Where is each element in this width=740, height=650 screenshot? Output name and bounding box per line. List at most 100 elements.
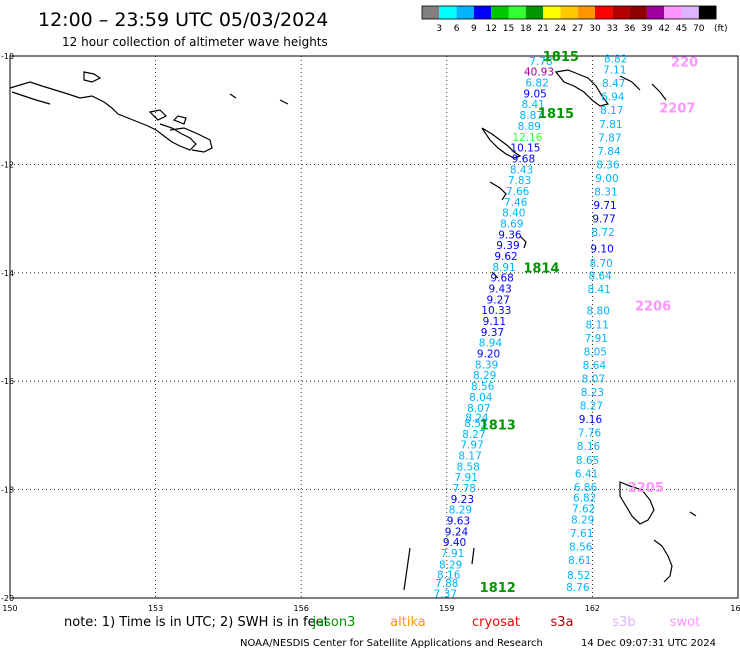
track-label: 2207	[659, 101, 695, 116]
wave-height-value: 8.07	[467, 403, 490, 415]
wave-height-value: 8.27	[462, 429, 485, 441]
lat-tick-label: -20	[1, 594, 14, 603]
legend-swatch	[543, 6, 561, 19]
wave-height-value: 7.62	[572, 504, 595, 516]
track-1815: 1815	[538, 107, 574, 122]
legend-swatch	[560, 6, 578, 19]
wave-height-value: 7.11	[603, 65, 626, 77]
legend-swatch	[473, 6, 492, 19]
wave-height-value: 7.66	[506, 186, 530, 198]
legend-tick-label: 42	[658, 24, 669, 34]
legend-tick-label: 33	[607, 24, 618, 34]
lon-tick-label: 156	[294, 604, 309, 613]
wave-height-value: 8.17	[600, 105, 623, 117]
wave-height-value: 8.65	[576, 455, 599, 467]
wave-height-value: 7.78	[453, 483, 476, 495]
track-label: 2205	[628, 481, 664, 496]
latitude-tick-labels: -10 -12 -14 -16 -18 -20	[1, 52, 14, 603]
wave-height-value: 8.87	[520, 110, 543, 122]
wave-height-value: 8.94	[479, 338, 503, 350]
lat-tick-label: -18	[1, 486, 14, 495]
legend-swatch	[612, 6, 630, 19]
legend-tick-label: 36	[624, 24, 636, 34]
wave-height-value: 8.04	[469, 392, 493, 404]
wave-height-value: 7.87	[598, 132, 621, 144]
legend-swatch	[698, 6, 717, 19]
wave-height-value: 8.61	[568, 555, 591, 567]
wave-height-value: 6.82	[525, 78, 548, 90]
wave-height-value: 7.88	[435, 578, 458, 590]
wave-height-value: 8.24	[465, 413, 489, 425]
wave-height-value: 8.16	[437, 570, 461, 582]
lon-tick-label: 162	[585, 604, 600, 613]
lat-tick-label: -16	[1, 377, 14, 386]
wave-height-value: 9.71	[593, 200, 616, 212]
wave-height-value: 8.91	[492, 262, 515, 274]
legend-swatch	[664, 6, 682, 19]
wave-height-value: 8.07	[582, 373, 605, 385]
wave-height-value: 6.94	[601, 92, 625, 104]
track-2206: 8.078.648.057.918.118.808.418.648.709.10…	[582, 54, 671, 386]
wave-height-value: 8.82	[604, 54, 627, 66]
wave-height-value: 7.46	[504, 197, 528, 209]
wave-height-value: 9.68	[490, 273, 513, 285]
lat-tick-label: -14	[1, 269, 14, 278]
legend-swatch	[577, 6, 595, 19]
satellite-name-s3a: s3a	[550, 615, 573, 630]
wave-height-value: 9.63	[447, 515, 470, 527]
track-2205: 8.768.52 8.618.56 7.61 8.297.626.826.86 6.41…	[566, 387, 664, 594]
color-scale-legend: 3 6 9 12 15 18 21 24 27 30 33 36 39 42 45 70	[421, 5, 717, 34]
wave-height-value: 8.56	[471, 381, 495, 393]
wave-height-value: 7.81	[599, 119, 622, 131]
wave-height-value: 8.17	[458, 450, 481, 462]
wave-height-value: 8.47	[602, 78, 625, 90]
lat-tick-label: -10	[1, 52, 14, 61]
legend-swatch	[646, 6, 665, 19]
legend-swatch	[491, 6, 509, 19]
legend-swatch	[439, 6, 457, 19]
legend-tick-label: 21	[537, 24, 548, 34]
lon-tick-label: 153	[148, 604, 163, 613]
track-1814: 9.629.399.368.698.407.467.667.838.439.68…	[494, 56, 559, 277]
wave-height-value: 12.16	[512, 132, 542, 144]
wave-height-value: 9.62	[494, 251, 517, 263]
wave-height-value: 9.37	[481, 327, 504, 339]
wave-height-value: 6.86	[574, 482, 598, 494]
legend-swatch	[595, 6, 613, 19]
wave-height-value: 8.64	[583, 360, 607, 372]
wave-height-value: 8.43	[510, 164, 533, 176]
wave-height-value: 9.10	[590, 243, 613, 255]
legend-tick-label: 9	[471, 24, 477, 34]
wave-height-value: 40.93	[524, 67, 554, 79]
wave-height-value: 8.70	[589, 258, 612, 270]
wave-height-value: 8.23	[581, 387, 604, 399]
wave-height-value: 7.97	[460, 440, 483, 452]
wave-height-value: 8.27	[580, 401, 603, 413]
wave-height-value: 8.64	[588, 271, 612, 283]
legend-tick-label: 3	[436, 24, 442, 34]
wave-height-value: 9.20	[477, 349, 500, 361]
wave-height-value: 9.11	[483, 316, 506, 328]
wave-height-value: 9.27	[487, 294, 510, 306]
track-220: 220	[671, 55, 698, 70]
track-label: 1812	[480, 581, 516, 596]
wave-height-value: 9.40	[443, 537, 466, 549]
wave-height-value: 9.77	[592, 214, 615, 226]
legend-unit: (ft)	[714, 24, 728, 34]
wave-height-value: 9.68	[512, 153, 535, 165]
footer-timestamp: 14 Dec 09:07:31 UTC 2024	[581, 638, 716, 649]
lon-tick-label: 159	[439, 604, 454, 613]
wave-height-value: 6.82	[573, 493, 596, 505]
note-text: note: 1) Time is in UTC; 2) SWH is in fe…	[64, 615, 329, 630]
map-subtitle: 12 hour collection of altimeter wave hei…	[62, 35, 328, 49]
wave-height-value: 8.40	[502, 208, 525, 220]
satellite-name-cryosat: cryosat	[472, 615, 520, 630]
wave-height-value: 9.00	[595, 173, 618, 185]
wave-height-value: 9.05	[523, 88, 546, 100]
wave-height-value: 8.36	[596, 159, 620, 171]
track-label: 1814	[523, 261, 559, 276]
wave-height-value: 9.23	[451, 494, 474, 506]
coastline-outlines	[9, 69, 697, 591]
track-1815: 1815	[543, 50, 579, 65]
track-label: 1813	[480, 419, 516, 434]
